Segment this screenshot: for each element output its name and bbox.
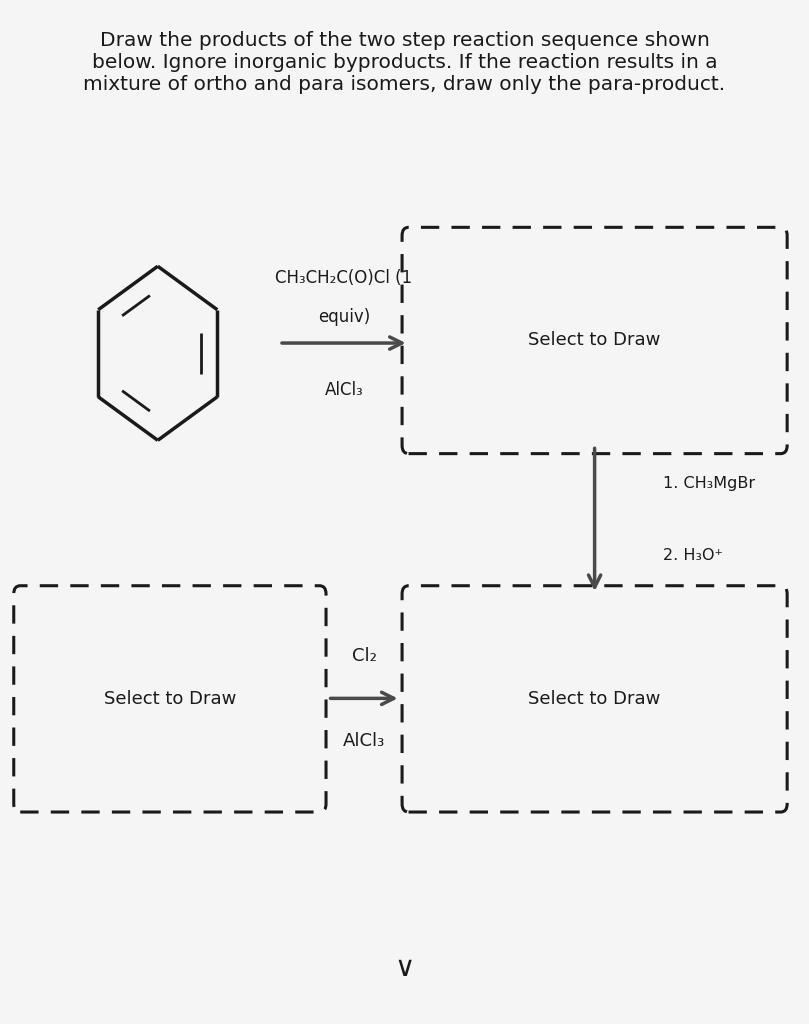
Text: Select to Draw: Select to Draw (104, 690, 236, 708)
Text: 2. H₃O⁺: 2. H₃O⁺ (663, 548, 723, 563)
Text: AlCl₃: AlCl₃ (343, 732, 385, 751)
Text: Select to Draw: Select to Draw (528, 332, 661, 349)
Text: equiv): equiv) (318, 307, 370, 326)
Text: Draw the products of the two step reaction sequence shown
below. Ignore inorgani: Draw the products of the two step reacti… (83, 31, 726, 94)
Text: Select to Draw: Select to Draw (528, 690, 661, 708)
Text: Cl₂: Cl₂ (352, 646, 376, 665)
Text: 1. CH₃MgBr: 1. CH₃MgBr (663, 476, 756, 492)
Text: AlCl₃: AlCl₃ (324, 381, 363, 399)
Text: CH₃CH₂C(O)Cl (1: CH₃CH₂C(O)Cl (1 (275, 268, 413, 287)
Text: ∨: ∨ (394, 953, 415, 982)
